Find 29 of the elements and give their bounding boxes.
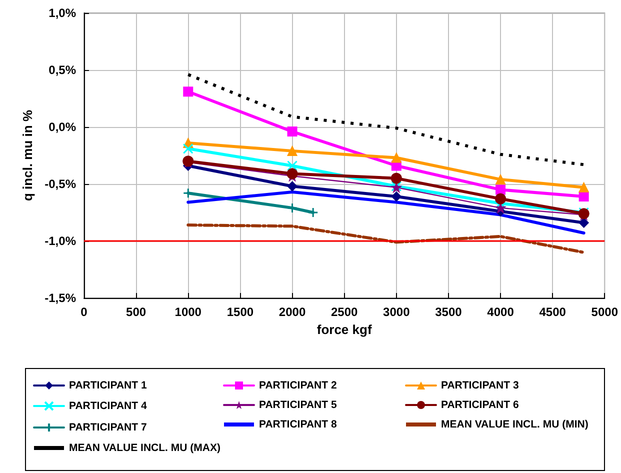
legend-label: MEAN VALUE INCL. MU (MAX)	[69, 442, 220, 454]
x-tick-label: 2000	[278, 305, 306, 319]
legend-label: PARTICIPANT 7	[69, 422, 147, 434]
x-tick-label: 0	[80, 305, 88, 319]
x-tick-label: 5000	[591, 305, 618, 319]
y-tick-label: -1,0%	[44, 234, 76, 248]
x-tick-label: 4500	[539, 305, 566, 319]
y-tick-label: -1,5%	[44, 291, 76, 305]
x-axis-title: force kgf	[316, 322, 372, 337]
x-tick-label: 2500	[330, 305, 358, 319]
legend-label: PARTICIPANT 3	[441, 380, 519, 392]
legend-label: MEAN VALUE INCL. MU (MIN)	[441, 418, 588, 430]
legend-label: PARTICIPANT 1	[69, 380, 147, 392]
legend-label: PARTICIPANT 8	[259, 418, 337, 430]
x-tick-label: 500	[126, 305, 146, 319]
x-tick-label: 1000	[174, 305, 202, 319]
x-tick-label: 4000	[487, 305, 514, 319]
x-tick-label: 3000	[383, 305, 410, 319]
y-tick-label: 1,0%	[48, 6, 76, 20]
y-tick-label: 0,0%	[48, 120, 76, 134]
y-tick-label: -0,5%	[44, 177, 76, 191]
legend-label: PARTICIPANT 5	[259, 399, 337, 411]
y-axis-title: q incl. mu in %	[20, 110, 35, 202]
legend-label: PARTICIPANT 2	[259, 380, 337, 392]
x-tick-label: 3500	[435, 305, 462, 319]
legend-label: PARTICIPANT 4	[69, 400, 147, 412]
legend-label: PARTICIPANT 6	[441, 399, 519, 411]
x-tick-label: 1500	[226, 305, 254, 319]
y-tick-label: 0,5%	[48, 63, 76, 77]
